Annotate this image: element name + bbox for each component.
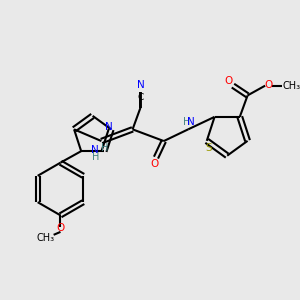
Text: H: H	[92, 152, 99, 162]
Text: O: O	[224, 76, 232, 86]
Text: H: H	[182, 116, 190, 127]
Text: C: C	[137, 93, 143, 102]
Text: N: N	[187, 116, 195, 127]
Text: S: S	[206, 143, 212, 153]
Text: N: N	[105, 122, 113, 132]
Text: O: O	[264, 80, 272, 90]
Text: N: N	[92, 145, 99, 155]
Text: H: H	[100, 143, 108, 153]
Text: O: O	[150, 160, 158, 170]
Text: O: O	[56, 223, 64, 233]
Text: CH₃: CH₃	[37, 233, 55, 243]
Text: N: N	[136, 80, 144, 91]
Text: CH₃: CH₃	[282, 81, 300, 91]
